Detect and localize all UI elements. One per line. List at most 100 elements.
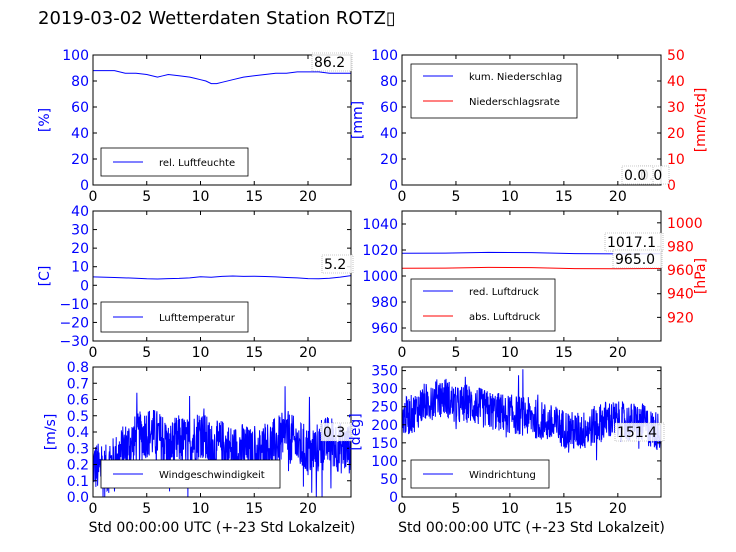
y-right-tick-label-precipitation-10: 10 bbox=[667, 152, 685, 168]
y-tick-label-winddirection-50: 50 bbox=[380, 472, 398, 488]
y-right-tick-label-precipitation-0: 0 bbox=[667, 178, 676, 194]
panel-humidity: 0 5 10 15 20 0 20 40 60 80 100 [%] rel. Luftfeuchte 8… bbox=[37, 48, 353, 205]
y-tick-label-precipitation-100: 100 bbox=[371, 48, 398, 64]
x-tick-label-precipitation-20: 20 bbox=[609, 189, 627, 205]
y-tick-label-temperature-10: 10 bbox=[71, 260, 89, 276]
annotation-value-windspeed-0: 0.3 bbox=[323, 425, 345, 441]
annotation-value-pressure-0: 1017.1 bbox=[607, 235, 656, 251]
panel-pressure: 0 5 10 15 20 960 980 1000 1020 1040 920 940 960 980 10… bbox=[362, 210, 709, 361]
y-tick-label-windspeed-0.1: 0.1 bbox=[67, 474, 89, 490]
legend-label-windspeed-0: Windgeschwindigkeit bbox=[159, 470, 265, 481]
y-tick-label-temperature-30: 30 bbox=[71, 223, 89, 239]
x-tick-label-humidity-0: 0 bbox=[89, 189, 98, 205]
y-tick-label-winddirection-350: 350 bbox=[371, 364, 398, 380]
y-tick-label-windspeed-0.8: 0.8 bbox=[67, 360, 89, 376]
y-tick-label-pressure-980: 980 bbox=[371, 295, 398, 311]
y-tick-label-temperature-40: 40 bbox=[71, 204, 89, 220]
series-line-humidity-0 bbox=[93, 70, 351, 85]
legend-label-precipitation-0: kum. Niederschlag bbox=[469, 72, 562, 83]
x-tick-label-temperature-10: 10 bbox=[192, 345, 210, 361]
y-tick-label-temperature-20: 20 bbox=[71, 241, 89, 257]
annotation-box-precipitation-1 bbox=[621, 165, 654, 185]
y-tick-label-precipitation-80: 80 bbox=[380, 74, 398, 90]
x-tick-label-pressure-10: 10 bbox=[501, 345, 519, 361]
x-tick-label-pressure-5: 5 bbox=[451, 345, 460, 361]
axes-frame-precipitation bbox=[401, 54, 662, 186]
x-tick-label-precipitation-0: 0 bbox=[398, 189, 407, 205]
y-axis-label-precipitation: [mm] bbox=[350, 101, 366, 139]
y-tick-label-winddirection-200: 200 bbox=[371, 418, 398, 434]
annotation-box-winddirection-0 bbox=[614, 422, 665, 442]
annotation-value-winddirection-0: 151.4 bbox=[617, 425, 657, 441]
y-tick-label-precipitation-60: 60 bbox=[380, 100, 398, 116]
y-tick-label-windspeed-0.3: 0.3 bbox=[67, 441, 89, 457]
legend-box-pressure bbox=[410, 278, 556, 332]
y-right-axis-label-precipitation: [mm/std] bbox=[693, 88, 709, 153]
y-right-tick-label-pressure-1000: 1000 bbox=[667, 216, 703, 232]
y-tick-label-windspeed-0: 0.0 bbox=[67, 490, 89, 506]
x-tick-label-windspeed-20: 20 bbox=[299, 501, 317, 517]
y-tick-label-humidity-20: 20 bbox=[71, 152, 89, 168]
x-tick-label-precipitation-15: 15 bbox=[555, 189, 573, 205]
legend-label-precipitation-1: Niederschlagsrate bbox=[469, 97, 560, 108]
x-tick-label-temperature-0: 0 bbox=[89, 345, 98, 361]
y-tick-label-windspeed-0.2: 0.2 bbox=[67, 458, 89, 474]
y-tick-label-pressure-1020: 1020 bbox=[362, 243, 398, 259]
y-tick-label-pressure-960: 960 bbox=[371, 321, 398, 337]
x-tick-label-winddirection-0: 0 bbox=[398, 501, 407, 517]
x-tick-label-temperature-15: 15 bbox=[245, 345, 263, 361]
y-right-tick-label-pressure-960: 960 bbox=[667, 263, 694, 279]
y-right-tick-label-pressure-920: 920 bbox=[667, 310, 694, 326]
panel-windspeed: 0 5 10 15 200.00.10.20.30.40.50.60.70.8[m/s]… bbox=[43, 360, 355, 536]
annotation-value-precipitation-1: 0.0 bbox=[624, 168, 646, 184]
x-tick-label-temperature-5: 5 bbox=[142, 345, 151, 361]
y-axis-label-windspeed: [m/s] bbox=[43, 414, 59, 451]
legend-box-windspeed bbox=[100, 459, 281, 489]
y-tick-label-humidity-0: 0 bbox=[80, 178, 89, 194]
figure-title: 2019-03-02 Wetterdaten Station ROTZ▯ bbox=[38, 8, 396, 29]
x-tick-label-temperature-20: 20 bbox=[299, 345, 317, 361]
y-tick-label-humidity-80: 80 bbox=[71, 74, 89, 90]
annotation-value-pressure-1: 965.0 bbox=[615, 252, 655, 268]
x-tick-label-windspeed-15: 15 bbox=[245, 501, 263, 517]
x-tick-label-winddirection-5: 5 bbox=[451, 501, 460, 517]
legend-label-humidity-0: rel. Luftfeuchte bbox=[159, 158, 235, 169]
y-right-tick-label-precipitation-20: 20 bbox=[667, 126, 685, 142]
axes-frame-humidity bbox=[92, 54, 352, 186]
x-tick-label-windspeed-5: 5 bbox=[142, 501, 151, 517]
x-tick-label-pressure-20: 20 bbox=[609, 345, 627, 361]
y-tick-label-humidity-40: 40 bbox=[71, 126, 89, 142]
y-tick-label-pressure-1040: 1040 bbox=[362, 217, 398, 233]
x-axis-label-winddirection: Std 00:00:00 UTC (+-23 Std Lokalzeit) bbox=[398, 520, 665, 536]
y-tick-label-pressure-1000: 1000 bbox=[362, 269, 398, 285]
annotation-box-temperature-0 bbox=[321, 254, 354, 274]
y-tick-label-temperature-0: 0 bbox=[80, 278, 89, 294]
x-axis-label-windspeed: Std 00:00:00 UTC (+-23 Std Lokalzeit) bbox=[89, 520, 356, 536]
y-axis-label-temperature: [C] bbox=[37, 266, 53, 287]
y-tick-label-windspeed-0.4: 0.4 bbox=[67, 425, 89, 441]
y-tick-label-humidity-60: 60 bbox=[71, 100, 89, 116]
y-tick-label-winddirection-150: 150 bbox=[371, 436, 398, 452]
y-tick-label-winddirection-250: 250 bbox=[371, 400, 398, 416]
x-tick-label-pressure-0: 0 bbox=[398, 345, 407, 361]
annotation-value-humidity-0: 86.2 bbox=[314, 55, 345, 71]
series-line-winddirection-0 bbox=[402, 369, 661, 461]
y-tick-label-winddirection-100: 100 bbox=[371, 454, 398, 470]
series-line-temperature-0 bbox=[93, 275, 351, 280]
y-right-axis-label-pressure: [hPa] bbox=[693, 258, 709, 294]
axes-frame-temperature bbox=[92, 210, 352, 342]
x-tick-label-winddirection-15: 15 bbox=[555, 501, 573, 517]
legend-label-temperature-0: Lufttemperatur bbox=[159, 313, 236, 324]
y-tick-label-windspeed-0.5: 0.5 bbox=[67, 409, 89, 425]
series-line-pressure-1 bbox=[402, 266, 661, 270]
y-tick-label-windspeed-0.7: 0.7 bbox=[67, 376, 89, 392]
y-tick-label-humidity-100: 100 bbox=[62, 48, 89, 64]
y-axis-label-winddirection: [deg] bbox=[348, 413, 364, 450]
x-tick-label-windspeed-0: 0 bbox=[89, 501, 98, 517]
x-tick-label-precipitation-10: 10 bbox=[501, 189, 519, 205]
annotation-box-humidity-0 bbox=[311, 52, 353, 72]
legend-label-pressure-1: abs. Luftdruck bbox=[469, 312, 540, 323]
y-right-tick-label-pressure-980: 980 bbox=[667, 239, 694, 255]
y-tick-label-temperature--10: −10 bbox=[59, 297, 89, 313]
y-axis-label-humidity: [%] bbox=[37, 108, 53, 132]
